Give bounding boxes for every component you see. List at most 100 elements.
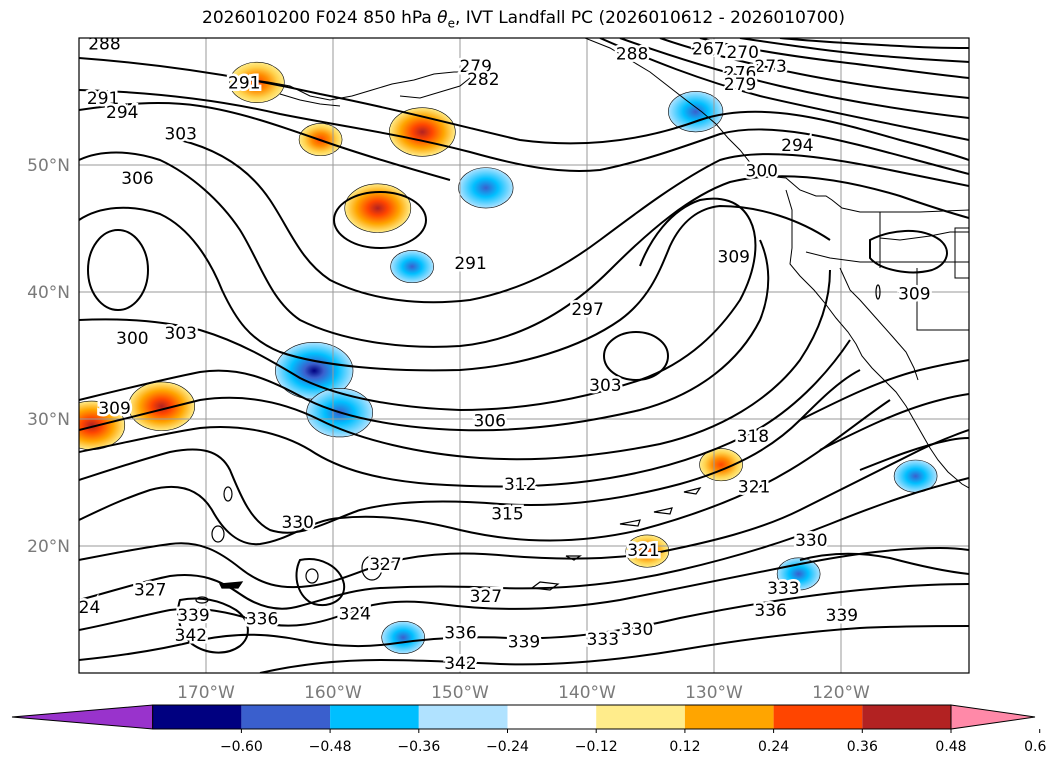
contour-label-47: 342 — [444, 654, 476, 674]
colorbar-label-8: 0.48 — [935, 739, 966, 755]
colorbar-label-1: −0.48 — [309, 739, 352, 755]
lon-label-140w: 140°W — [558, 683, 616, 703]
contour-label-1: 291 — [228, 74, 260, 94]
title-suffix: , IVT Landfall PC (2026010612 - 20260107… — [454, 8, 845, 28]
contour-label-41: 339 — [826, 606, 858, 626]
contour-label-43: 336 — [444, 624, 476, 644]
contour-label-33: 324 — [68, 598, 100, 618]
contour-label-6: 279 — [459, 57, 491, 77]
contour-label-39: 324 — [339, 605, 371, 625]
contour-label-28: 315 — [491, 504, 523, 524]
lon-tick-labels: 170°W 160°W 150°W 140°W 130°W 120°W — [177, 683, 870, 703]
contour-label-2: 291 — [87, 89, 119, 109]
contour-label-35: 327 — [470, 587, 502, 607]
contour-label-26: 312 — [504, 475, 536, 495]
colorbar-over-triangle — [950, 704, 1036, 730]
contour-label-34: 327 — [134, 580, 166, 600]
colorbar-label-4: −0.12 — [575, 739, 618, 755]
colorbar-bin-1 — [241, 705, 331, 729]
colorbar-label-2: −0.36 — [397, 739, 440, 755]
colorbar-bin-5 — [596, 705, 685, 729]
colorbar-bin-2 — [330, 705, 419, 729]
ivt-pc-feature-12 — [381, 620, 426, 654]
contour-label-32: 330 — [795, 531, 827, 551]
colorbar-under-triangle — [11, 704, 154, 730]
contour-label-10: 270 — [726, 43, 758, 63]
contour-label-16: 291 — [454, 254, 486, 274]
contour-label-31: 327 — [369, 555, 401, 575]
contour-label-11: 273 — [754, 57, 786, 77]
contour-label-17: 309 — [718, 248, 750, 268]
contour-label-20: 300 — [116, 329, 148, 349]
contour-label-45: 330 — [621, 620, 653, 640]
contour-label-12: 276 — [724, 64, 756, 84]
theta-e-contours — [79, 38, 969, 673]
ivt-pc-feature-10 — [390, 250, 434, 284]
contour-label-46: 333 — [587, 630, 619, 650]
theta-subscript: e — [447, 16, 455, 31]
map-title: 2026010200 F024 850 hPa θe, IVT Landfall… — [0, 8, 1047, 30]
lat-label-50n: 50°N — [27, 156, 70, 176]
colorbar-bin-6 — [684, 705, 774, 729]
contour-label-0: 288 — [88, 34, 120, 54]
ivt-pc-feature-1 — [128, 381, 195, 431]
contour-label-24: 306 — [473, 412, 505, 432]
contour-label-36: 333 — [767, 579, 799, 599]
contour-label-21: 303 — [164, 324, 196, 344]
colorbar-label-0: −0.60 — [220, 739, 263, 755]
ivt-pc-feature-9 — [668, 91, 724, 133]
colorbar-bin-4 — [507, 705, 597, 729]
contour-label-9: 267 — [692, 39, 724, 59]
contour-label-7: 282 — [467, 70, 499, 90]
colorbar-bin-3 — [418, 705, 508, 729]
contour-label-29: 330 — [281, 513, 313, 533]
colorbar: −0.60 −0.48 −0.36 −0.24 −0.12 0.12 0.24 0.36 0.4… — [11, 704, 1047, 755]
contour-label-42: 342 — [175, 626, 207, 646]
contour-label-14: 294 — [781, 136, 813, 156]
colorbar-label-6: 0.24 — [758, 739, 789, 755]
contour-label-19: 297 — [571, 300, 603, 320]
colorbar-frame — [152, 704, 952, 730]
contour-label-23: 309 — [98, 399, 130, 419]
colorbar-bin-0 — [152, 705, 242, 729]
lat-label-40n: 40°N — [27, 283, 70, 303]
contour-label-18: 309 — [898, 285, 930, 305]
contour-label-37: 339 — [177, 606, 209, 626]
lon-label-170w: 170°W — [177, 683, 235, 703]
contour-label-38: 336 — [246, 610, 278, 630]
contour-label-8: 288 — [616, 45, 648, 65]
lon-label-120w: 120°W — [812, 683, 870, 703]
lon-label-150w: 150°W — [431, 683, 489, 703]
lat-label-20n: 20°N — [27, 537, 70, 557]
lon-label-160w: 160°W — [304, 683, 362, 703]
colorbar-label-9: 0.60 — [1024, 739, 1047, 755]
lon-label-130w: 130°W — [685, 683, 743, 703]
map-frame — [78, 37, 970, 674]
colorbar-label-5: 0.12 — [669, 739, 700, 755]
colorbar-bin-7 — [773, 705, 863, 729]
contour-label-25: 318 — [737, 427, 769, 447]
colorbar-label-3: −0.24 — [486, 739, 529, 755]
contour-label-15: 300 — [746, 161, 778, 181]
coastlines — [253, 38, 969, 489]
contour-label-5: 306 — [121, 169, 153, 189]
contour-label-13: 279 — [724, 75, 756, 95]
contour-label-27: 321 — [738, 478, 770, 498]
lat-label-30n: 30°N — [27, 410, 70, 430]
theta-symbol: θ — [437, 8, 448, 28]
lat-tick-labels: 50°N 40°N 30°N 20°N — [27, 156, 70, 557]
colorbar-bin-8 — [862, 705, 951, 729]
contour-label-44: 339 — [508, 633, 540, 653]
contour-label-4: 303 — [164, 125, 196, 145]
contour-label-30: 321 — [627, 541, 659, 561]
ivt-pc-feature-8 — [458, 167, 514, 209]
ivt-pc-feature-2 — [229, 61, 285, 103]
colorbar-label-7: 0.36 — [847, 739, 878, 755]
ivt-pc-feature-3 — [388, 107, 456, 157]
title-prefix: 2026010200 F024 850 hPa — [202, 8, 438, 28]
contour-label-22: 303 — [589, 376, 621, 396]
ivt-pc-feature-14 — [699, 448, 743, 482]
